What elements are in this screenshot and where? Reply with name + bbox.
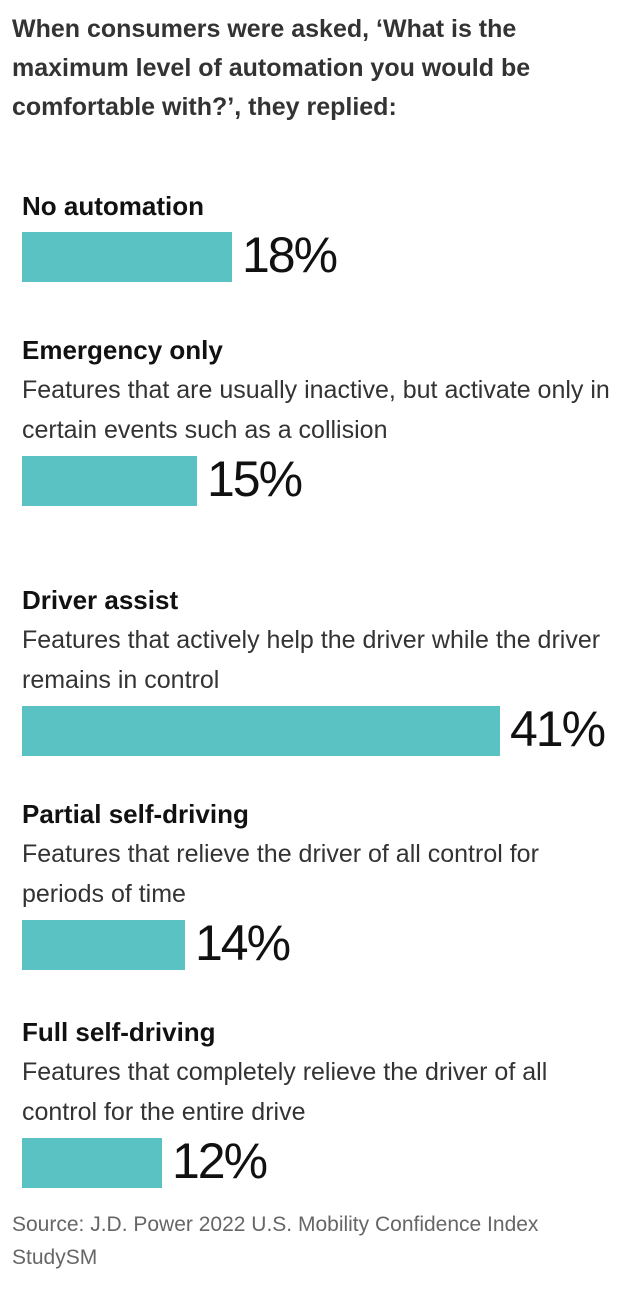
bar-item-no-automation: No automation 18% bbox=[22, 186, 622, 284]
bar-row: 14% bbox=[22, 915, 622, 972]
category-label: Partial self-driving bbox=[22, 799, 249, 829]
bar-row: 18% bbox=[22, 227, 622, 284]
value-label: 15% bbox=[207, 451, 303, 507]
bar bbox=[22, 920, 185, 970]
bar bbox=[22, 706, 500, 756]
bar-row: 41% bbox=[22, 701, 622, 758]
value-label: 12% bbox=[172, 1133, 268, 1189]
category-description: Features that relieve the driver of all … bbox=[22, 840, 539, 908]
bar-row: 12% bbox=[22, 1133, 622, 1190]
bar-item-full-self-driving: Full self-driving Features that complete… bbox=[22, 1012, 622, 1190]
chart-title: When consumers were asked, ‘What is the … bbox=[12, 15, 531, 121]
bar bbox=[22, 232, 232, 282]
bar-row: 15% bbox=[22, 451, 622, 508]
category-label: Full self-driving bbox=[22, 1017, 216, 1047]
value-label: 18% bbox=[242, 227, 338, 283]
category-description: Features that are usually inactive, but … bbox=[22, 376, 610, 444]
bar-item-partial-self-driving: Partial self-driving Features that relie… bbox=[22, 794, 622, 972]
value-label: 14% bbox=[195, 915, 291, 971]
category-label: Driver assist bbox=[22, 585, 179, 615]
value-label: 41% bbox=[510, 701, 606, 757]
bar-item-emergency-only: Emergency only Features that are usually… bbox=[22, 330, 622, 508]
bar bbox=[22, 456, 197, 506]
category-label: Emergency only bbox=[22, 335, 223, 365]
category-label: No automation bbox=[22, 191, 204, 221]
category-description: Features that actively help the driver w… bbox=[22, 626, 601, 694]
category-description: Features that completely relieve the dri… bbox=[22, 1058, 548, 1126]
bar bbox=[22, 1138, 162, 1188]
source-note: Source: J.D. Power 2022 U.S. Mobility Co… bbox=[12, 1213, 539, 1269]
bar-item-driver-assist: Driver assist Features that actively hel… bbox=[22, 580, 622, 758]
